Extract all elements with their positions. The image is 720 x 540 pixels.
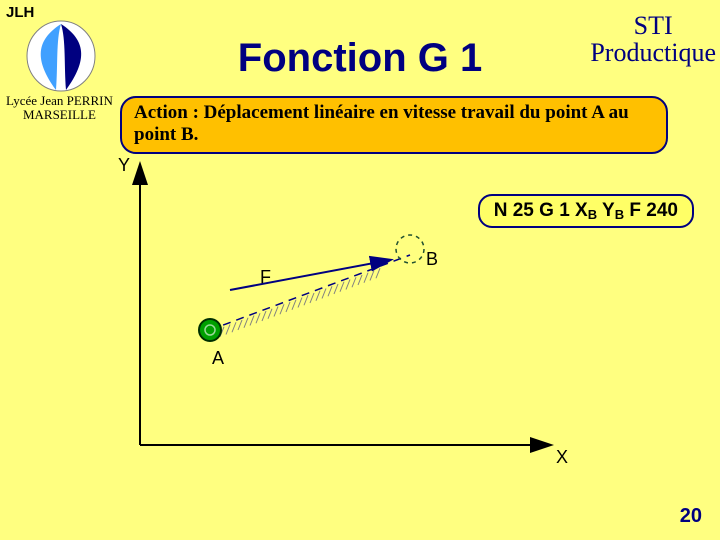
lycee-line2: MARSEILLE: [23, 107, 96, 122]
page-number: 20: [680, 505, 702, 528]
page-title: Fonction G 1: [0, 36, 720, 81]
svg-text:B: B: [426, 249, 438, 269]
svg-text:F: F: [260, 267, 271, 287]
gcode-post: F 240: [624, 200, 678, 221]
gcode-mid: Y: [597, 200, 615, 221]
gcode-sub-yb: B: [615, 207, 624, 222]
action-description: Action : Déplacement linéaire en vitesse…: [120, 96, 668, 154]
svg-text:X: X: [556, 447, 568, 467]
motion-diagram: X Y F B A: [100, 155, 580, 485]
author-initials: JLH: [6, 4, 34, 21]
gcode-sub-xb: B: [588, 207, 597, 222]
svg-text:A: A: [212, 348, 224, 368]
school-name: Lycée Jean PERRIN MARSEILLE: [6, 94, 113, 121]
svg-text:Y: Y: [118, 155, 130, 175]
